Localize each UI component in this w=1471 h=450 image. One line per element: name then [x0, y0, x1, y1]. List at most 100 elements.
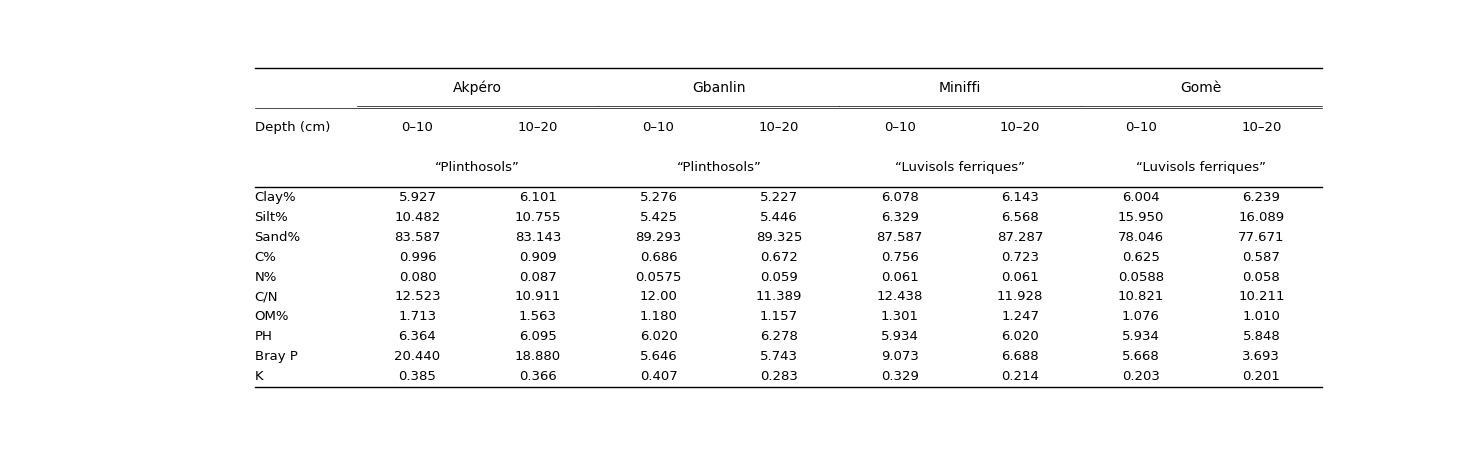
Text: 18.880: 18.880 [515, 350, 560, 363]
Text: 10–20: 10–20 [759, 121, 799, 134]
Text: 0.283: 0.283 [761, 370, 799, 383]
Text: 0.385: 0.385 [399, 370, 437, 383]
Text: Gbanlin: Gbanlin [691, 81, 746, 95]
Text: Miniffi: Miniffi [938, 81, 981, 95]
Text: 12.523: 12.523 [394, 291, 441, 303]
Text: 0.061: 0.061 [881, 270, 918, 284]
Text: 1.180: 1.180 [640, 310, 678, 324]
Text: 10–20: 10–20 [518, 121, 558, 134]
Text: 89.325: 89.325 [756, 231, 802, 244]
Text: Gomè: Gomè [1180, 81, 1222, 95]
Text: 0.0588: 0.0588 [1118, 270, 1164, 284]
Text: 11.389: 11.389 [756, 291, 802, 303]
Text: 0.686: 0.686 [640, 251, 677, 264]
Text: 5.646: 5.646 [640, 350, 678, 363]
Text: 0–10: 0–10 [1125, 121, 1156, 134]
Text: 6.278: 6.278 [761, 330, 799, 343]
Text: 0–10: 0–10 [402, 121, 434, 134]
Text: 1.301: 1.301 [881, 310, 919, 324]
Text: 87.587: 87.587 [877, 231, 922, 244]
Text: 1.157: 1.157 [761, 310, 799, 324]
Text: 0–10: 0–10 [643, 121, 675, 134]
Text: 6.239: 6.239 [1243, 191, 1280, 204]
Text: 11.928: 11.928 [997, 291, 1043, 303]
Text: 6.101: 6.101 [519, 191, 558, 204]
Text: 0.214: 0.214 [1002, 370, 1039, 383]
Text: Clay%: Clay% [254, 191, 296, 204]
Text: 10.211: 10.211 [1239, 291, 1284, 303]
Text: 6.078: 6.078 [881, 191, 918, 204]
Text: 6.688: 6.688 [1002, 350, 1039, 363]
Text: 77.671: 77.671 [1239, 231, 1284, 244]
Text: 87.287: 87.287 [997, 231, 1043, 244]
Text: 12.00: 12.00 [640, 291, 678, 303]
Text: 1.563: 1.563 [519, 310, 558, 324]
Text: 0.909: 0.909 [519, 251, 558, 264]
Text: 5.446: 5.446 [761, 211, 797, 224]
Text: 89.293: 89.293 [635, 231, 681, 244]
Text: “Plinthosols”: “Plinthosols” [435, 161, 521, 174]
Text: 3.693: 3.693 [1243, 350, 1280, 363]
Text: 5.848: 5.848 [1243, 330, 1280, 343]
Text: 6.568: 6.568 [1002, 211, 1039, 224]
Text: 0.366: 0.366 [519, 370, 558, 383]
Text: 15.950: 15.950 [1118, 211, 1164, 224]
Text: 5.276: 5.276 [640, 191, 678, 204]
Text: 0.625: 0.625 [1122, 251, 1159, 264]
Text: 12.438: 12.438 [877, 291, 922, 303]
Text: Akpéro: Akpéro [453, 81, 502, 95]
Text: 1.247: 1.247 [1002, 310, 1039, 324]
Text: K: K [254, 370, 263, 383]
Text: 6.329: 6.329 [881, 211, 918, 224]
Text: 5.425: 5.425 [640, 211, 678, 224]
Text: 20.440: 20.440 [394, 350, 440, 363]
Text: 83.587: 83.587 [394, 231, 441, 244]
Text: 6.020: 6.020 [640, 330, 678, 343]
Text: 0.587: 0.587 [1243, 251, 1280, 264]
Text: 83.143: 83.143 [515, 231, 560, 244]
Text: 1.076: 1.076 [1122, 310, 1159, 324]
Text: 10.821: 10.821 [1118, 291, 1164, 303]
Text: “Plinthosols”: “Plinthosols” [677, 161, 762, 174]
Text: 1.010: 1.010 [1243, 310, 1280, 324]
Text: 10.755: 10.755 [515, 211, 562, 224]
Text: 0.756: 0.756 [881, 251, 918, 264]
Text: Silt%: Silt% [254, 211, 288, 224]
Text: Depth (cm): Depth (cm) [254, 121, 330, 134]
Text: 0.061: 0.061 [1002, 270, 1039, 284]
Text: Sand%: Sand% [254, 231, 300, 244]
Text: C%: C% [254, 251, 277, 264]
Text: 6.020: 6.020 [1002, 330, 1039, 343]
Text: C/N: C/N [254, 291, 278, 303]
Text: 6.004: 6.004 [1122, 191, 1159, 204]
Text: 0.407: 0.407 [640, 370, 678, 383]
Text: 9.073: 9.073 [881, 350, 918, 363]
Text: 0–10: 0–10 [884, 121, 915, 134]
Text: 16.089: 16.089 [1239, 211, 1284, 224]
Text: 5.227: 5.227 [761, 191, 799, 204]
Text: 10.911: 10.911 [515, 291, 560, 303]
Text: 5.743: 5.743 [761, 350, 799, 363]
Text: 0.672: 0.672 [761, 251, 799, 264]
Text: PH: PH [254, 330, 272, 343]
Text: “Luvisols ferriques”: “Luvisols ferriques” [1136, 161, 1267, 174]
Text: 10–20: 10–20 [1242, 121, 1281, 134]
Text: OM%: OM% [254, 310, 290, 324]
Text: 5.668: 5.668 [1122, 350, 1159, 363]
Text: 5.927: 5.927 [399, 191, 437, 204]
Text: N%: N% [254, 270, 277, 284]
Text: 5.934: 5.934 [1122, 330, 1159, 343]
Text: Bray P: Bray P [254, 350, 297, 363]
Text: 0.058: 0.058 [1243, 270, 1280, 284]
Text: 5.934: 5.934 [881, 330, 918, 343]
Text: 0.087: 0.087 [519, 270, 558, 284]
Text: 0.723: 0.723 [1002, 251, 1039, 264]
Text: 78.046: 78.046 [1118, 231, 1164, 244]
Text: 10.482: 10.482 [394, 211, 440, 224]
Text: 0.329: 0.329 [881, 370, 918, 383]
Text: 0.203: 0.203 [1122, 370, 1159, 383]
Text: 6.095: 6.095 [519, 330, 558, 343]
Text: 0.201: 0.201 [1243, 370, 1280, 383]
Text: “Luvisols ferriques”: “Luvisols ferriques” [894, 161, 1025, 174]
Text: 6.364: 6.364 [399, 330, 437, 343]
